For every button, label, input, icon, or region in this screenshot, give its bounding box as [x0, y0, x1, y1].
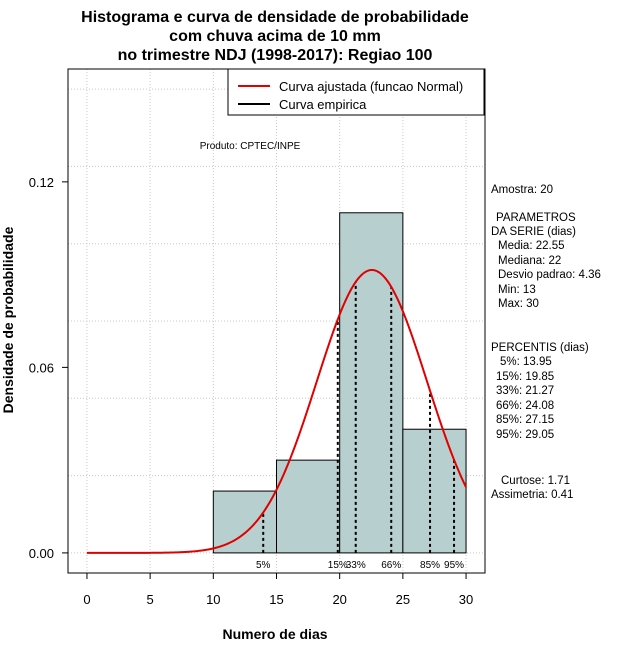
- x-tick-label: 30: [459, 592, 473, 607]
- histogram-bar: [339, 212, 404, 554]
- percentil-15: 15%: 19.85: [496, 371, 554, 383]
- percentile-label: 5%: [256, 560, 271, 571]
- percentile-labels: 5% 15%33% 66% 85% 95%: [256, 560, 464, 571]
- chart-title-line-3: no trimestre NDJ (1998-2017): Regiao 100: [118, 47, 433, 64]
- x-tick-label: 5: [147, 592, 154, 607]
- x-tick-label: 15: [269, 592, 283, 607]
- product-annotation: Produto: CPTEC/INPE: [200, 141, 301, 152]
- percentile-label: 85%: [420, 560, 440, 571]
- fitted-curve-group: [86, 269, 467, 554]
- x-axis-title: Numero de dias: [222, 626, 327, 642]
- chart-title-line-1: Histograma e curva de densidade de proba…: [81, 9, 469, 26]
- params-header-1: PARAMETROS: [496, 212, 576, 224]
- percentil-85: 85%: 27.15: [496, 414, 554, 426]
- sample-size: Amostra: 20: [491, 184, 553, 196]
- param-min: Min: 13: [498, 284, 536, 296]
- percentile-label: 66%: [381, 560, 401, 571]
- param-desvio: Desvio padrao: 4.36: [498, 269, 601, 281]
- histogram-bar: [212, 490, 277, 554]
- x-tick-label: 20: [332, 592, 346, 607]
- percentil-66: 66%: 24.08: [496, 400, 554, 412]
- param-max: Max: 30: [498, 298, 539, 310]
- legend-box: [227, 68, 485, 116]
- x-tick-label: 0: [83, 592, 90, 607]
- histogram-bar: [276, 459, 341, 554]
- side-panel: Amostra: 20 PARAMETROS DA SERIE (dias) M…: [491, 184, 601, 501]
- legend-label-empirical: Curva empirica: [279, 97, 367, 112]
- percentil-5: 5%: 13.95: [500, 356, 552, 368]
- y-tick-label: 0.00: [29, 546, 54, 561]
- legend-label-fitted: Curva ajustada (funcao Normal): [279, 79, 463, 94]
- histogram-bar: [402, 428, 467, 554]
- percentile-label: 95%: [444, 560, 464, 571]
- percentile-label: 15%: [328, 560, 348, 571]
- chart-title-line-2: com chuva acima de 10 mm: [169, 28, 381, 45]
- percentile-label: 33%: [346, 560, 366, 571]
- histogram-bars: [212, 212, 467, 554]
- param-mediana: Mediana: 22: [498, 255, 561, 267]
- y-tick-label: 0.06: [29, 360, 54, 375]
- fitted-curve: [86, 269, 467, 554]
- param-media: Media: 22.55: [498, 240, 565, 252]
- x-tick-label: 10: [206, 592, 220, 607]
- percentil-95: 95%: 29.05: [496, 429, 554, 441]
- y-tick-label: 0.12: [29, 175, 54, 190]
- percentis-header: PERCENTIS (dias): [491, 342, 589, 354]
- params-header-2: DA SERIE (dias): [491, 226, 576, 238]
- y-axis-title: Densidade de probabilidade: [0, 226, 16, 413]
- assimetria: Assimetria: 0.41: [491, 489, 573, 501]
- percentile-lines: [262, 281, 456, 553]
- x-tick-label: 25: [396, 592, 410, 607]
- percentil-33: 33%: 21.27: [496, 385, 554, 397]
- curtose: Curtose: 1.71: [501, 475, 570, 487]
- legend: Curva ajustada (funcao Normal) Curva emp…: [227, 68, 485, 116]
